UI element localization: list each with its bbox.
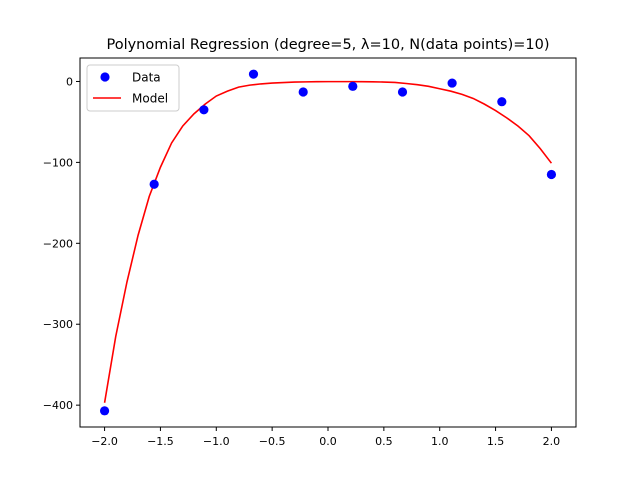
- y-tick-label: −300: [43, 318, 73, 331]
- data-point: [298, 87, 308, 97]
- legend-label: Model: [132, 92, 168, 106]
- y-tick-label: −100: [43, 156, 73, 169]
- chart-title: Polynomial Regression (degree=5, λ=10, N…: [106, 37, 549, 53]
- y-tick-label: −400: [43, 399, 73, 412]
- data-point: [149, 179, 159, 189]
- y-tick-label: −200: [43, 237, 73, 250]
- x-tick-label: 0.5: [375, 435, 393, 448]
- data-point: [248, 69, 259, 79]
- data-point: [348, 81, 358, 91]
- data-point: [99, 406, 110, 416]
- x-tick-label: 2.0: [543, 435, 561, 448]
- data-point: [546, 169, 557, 180]
- x-tick-label: −1.0: [203, 435, 230, 448]
- x-tick-label: 0.0: [319, 435, 337, 448]
- plot-area: [99, 69, 557, 416]
- legend-label: Data: [132, 71, 161, 85]
- legend-marker-data: [100, 72, 110, 82]
- x-tick-label: −0.5: [259, 435, 286, 448]
- legend-box: [86, 64, 180, 112]
- data-point: [199, 105, 209, 115]
- axes: −2.0 −1.5 −1.0 −0.5 0.0 0.5 1.0 1.5 2.0 0 −100 −200…: [43, 57, 577, 448]
- data-point: [447, 78, 457, 88]
- x-tick-label: 1.0: [431, 435, 449, 448]
- data-point: [497, 97, 507, 107]
- x-tick-label: −1.5: [147, 435, 174, 448]
- axes-frame: [79, 57, 577, 428]
- x-tick-label: −2.0: [91, 435, 118, 448]
- legend: Data Model: [86, 64, 180, 112]
- x-tick-label: 1.5: [487, 435, 505, 448]
- data-point: [397, 87, 408, 97]
- y-tick-label: 0: [66, 75, 73, 88]
- series-line-model: [103, 80, 553, 403]
